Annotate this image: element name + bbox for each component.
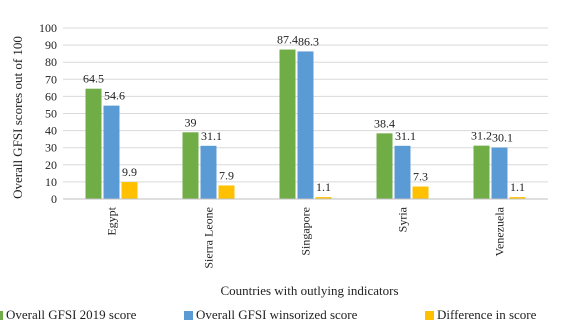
x-tick-label: Syria	[396, 206, 410, 232]
bar	[473, 145, 490, 199]
y-tick-label: 10	[45, 175, 57, 189]
x-tick-label: Egypt	[105, 206, 119, 235]
bar	[394, 145, 411, 199]
bar	[376, 133, 393, 199]
bar	[85, 88, 102, 199]
bar	[121, 182, 138, 199]
bar	[509, 197, 526, 199]
y-tick-label: 80	[45, 55, 57, 69]
y-tick-label: 50	[45, 107, 57, 121]
bar	[182, 132, 199, 199]
x-tick-label: Venezuela	[493, 206, 507, 256]
data-label: 39	[185, 115, 197, 129]
legend-label: Overall GFSI winsorized score	[196, 307, 358, 322]
legend-label: Difference in score	[437, 307, 537, 322]
legend-item-difference: Difference in score	[425, 307, 536, 323]
data-label: 7.9	[219, 168, 234, 182]
bar	[315, 197, 332, 199]
y-axis-title: Overall GFSI scores out of 100	[10, 36, 25, 199]
bar	[279, 49, 296, 199]
y-tick-label: 40	[45, 124, 57, 138]
y-tick-label: 0	[51, 192, 57, 206]
y-tick-labels: 0 10 20 30 40 50 60 70 80 90 100	[39, 21, 57, 206]
bar	[491, 147, 508, 199]
data-label: 31.1	[395, 129, 416, 143]
y-tick-label: 100	[39, 21, 57, 35]
bar	[103, 105, 120, 199]
x-tick-labels: Egypt Sierra Leone Singapore Syria Venezuela	[105, 206, 507, 268]
legend-swatch-yellow	[425, 310, 434, 320]
bars	[85, 49, 526, 199]
data-label: 7.3	[413, 170, 428, 184]
data-label: 86.3	[298, 34, 319, 48]
y-tick-label: 90	[45, 38, 57, 52]
data-label: 9.9	[122, 165, 137, 179]
data-label: 30.1	[492, 131, 513, 145]
data-label: 31.2	[471, 129, 492, 143]
x-tick-label: Sierra Leone	[202, 207, 216, 269]
y-tick-label: 60	[45, 89, 57, 103]
data-label: 31.1	[201, 129, 222, 143]
x-axis-title: Countries with outlying indicators	[220, 283, 398, 298]
data-label: 38.4	[374, 116, 395, 130]
legend-item-gfsi-2019: Overall GFSI 2019 score	[0, 307, 136, 323]
data-label: 1.1	[510, 180, 525, 194]
y-tick-label: 70	[45, 72, 57, 86]
data-label: 64.5	[83, 72, 104, 86]
y-tick-label: 30	[45, 141, 57, 155]
data-label: 87.4	[277, 33, 298, 47]
legend-item-winsorized: Overall GFSI winsorized score	[184, 307, 357, 323]
bar	[218, 185, 235, 199]
legend: Overall GFSI 2019 score Overall GFSI win…	[0, 307, 563, 327]
x-tick-label: Singapore	[299, 207, 313, 256]
legend-label: Overall GFSI 2019 score	[6, 307, 137, 322]
bar	[412, 186, 429, 199]
bar	[200, 145, 217, 199]
data-label: 54.6	[104, 89, 125, 103]
data-label: 1.1	[316, 180, 331, 194]
legend-swatch-blue	[184, 310, 193, 320]
y-tick-label: 20	[45, 158, 57, 172]
chart: 0 10 20 30 40 50 60 70 80 90 100 64.554.6 9.9 39 31.1…	[10, 21, 548, 298]
legend-swatch-green	[0, 310, 3, 320]
bar	[297, 51, 314, 199]
